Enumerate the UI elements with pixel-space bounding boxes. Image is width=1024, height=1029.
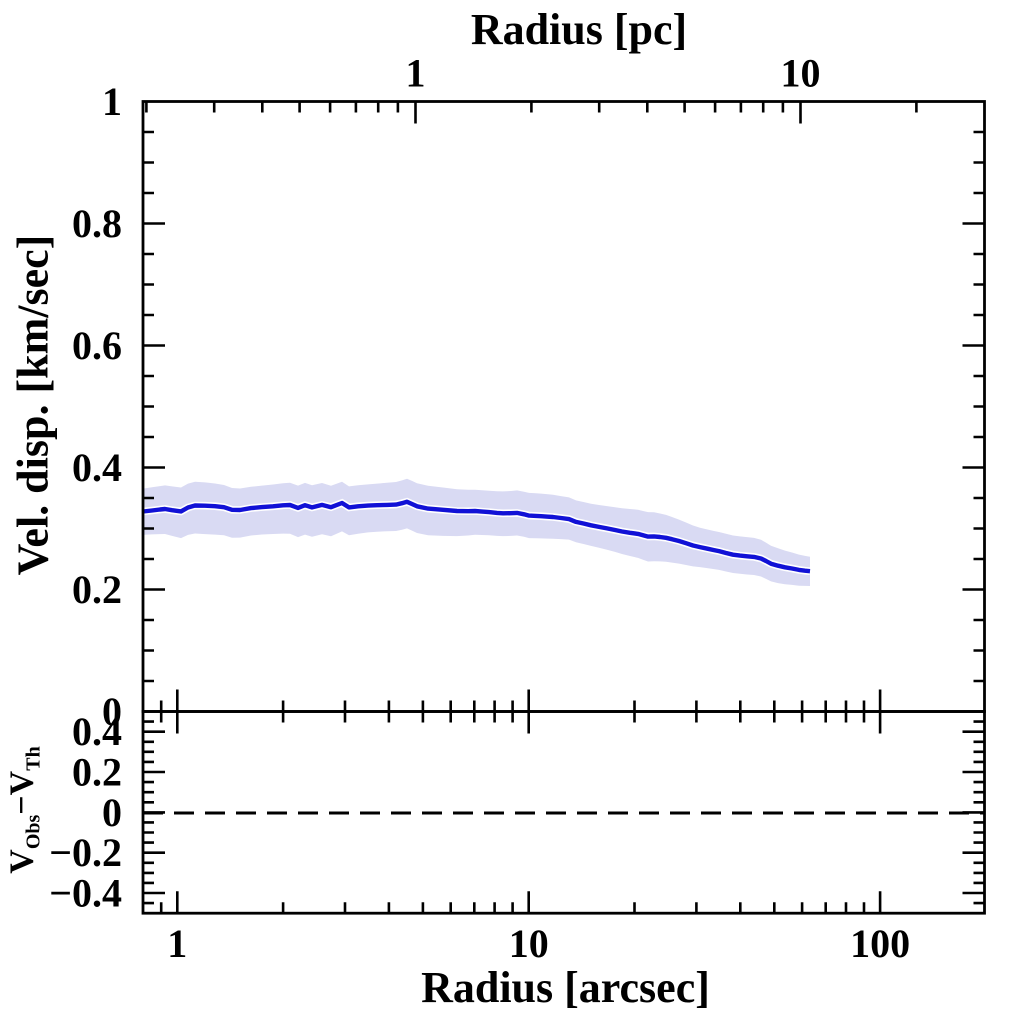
svg-text:VObs−VTh: VObs−VTh xyxy=(4,746,45,873)
svg-text:Vel. disp. [km/sec]: Vel. disp. [km/sec] xyxy=(9,235,58,576)
svg-text:0.4: 0.4 xyxy=(72,445,122,490)
svg-text:0.8: 0.8 xyxy=(72,201,122,246)
svg-text:−0.4: −0.4 xyxy=(49,871,122,916)
svg-text:−0.2: −0.2 xyxy=(49,830,122,875)
svg-text:1: 1 xyxy=(167,921,187,966)
svg-text:Radius [pc]: Radius [pc] xyxy=(471,5,687,54)
svg-text:0.2: 0.2 xyxy=(72,750,122,795)
svg-text:0: 0 xyxy=(102,689,122,734)
svg-text:Radius [arcsec]: Radius [arcsec] xyxy=(421,963,710,1012)
svg-text:1: 1 xyxy=(102,79,122,124)
svg-text:0.4: 0.4 xyxy=(72,709,122,754)
svg-text:0.2: 0.2 xyxy=(72,567,122,612)
svg-text:10: 10 xyxy=(509,921,549,966)
svg-text:0.6: 0.6 xyxy=(72,323,122,368)
svg-text:10: 10 xyxy=(781,51,821,96)
svg-text:0: 0 xyxy=(102,790,122,835)
svg-text:100: 100 xyxy=(850,921,910,966)
svg-text:1: 1 xyxy=(406,51,426,96)
